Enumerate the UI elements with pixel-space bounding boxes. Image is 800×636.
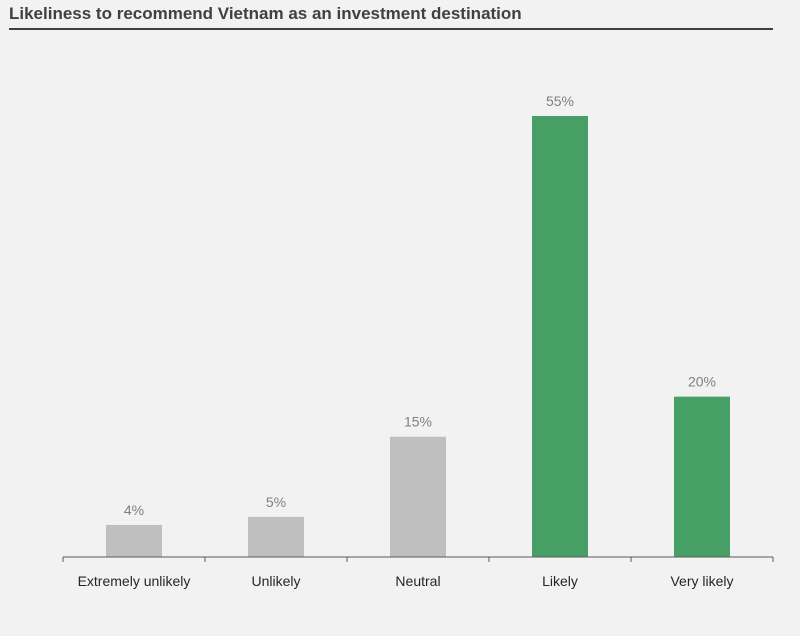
category-label: Very likely	[670, 573, 733, 589]
x-axis	[62, 556, 774, 562]
title-underline	[9, 28, 773, 30]
value-labels-group: 4% 5% 15% 55% 20%	[124, 93, 716, 518]
category-labels-group: Extremely unlikely Unlikely Neutral Likely V…	[78, 573, 734, 589]
chart-title: Likeliness to recommend Vietnam as an in…	[9, 4, 522, 23]
bar-value-label: 15%	[404, 414, 432, 430]
bar	[106, 524, 162, 557]
bar-value-label: 20%	[688, 374, 716, 390]
bar-value-label: 4%	[124, 502, 144, 518]
bar	[532, 116, 588, 557]
category-label: Likely	[542, 573, 578, 589]
bar-value-label: 55%	[546, 93, 574, 109]
bar	[674, 396, 730, 557]
bars-group	[106, 116, 730, 557]
category-label: Neutral	[395, 573, 440, 589]
bar	[248, 516, 304, 557]
category-label: Unlikely	[251, 573, 300, 589]
category-label: Extremely unlikely	[78, 573, 191, 589]
bar-value-label: 5%	[266, 494, 286, 510]
bar	[390, 436, 446, 557]
